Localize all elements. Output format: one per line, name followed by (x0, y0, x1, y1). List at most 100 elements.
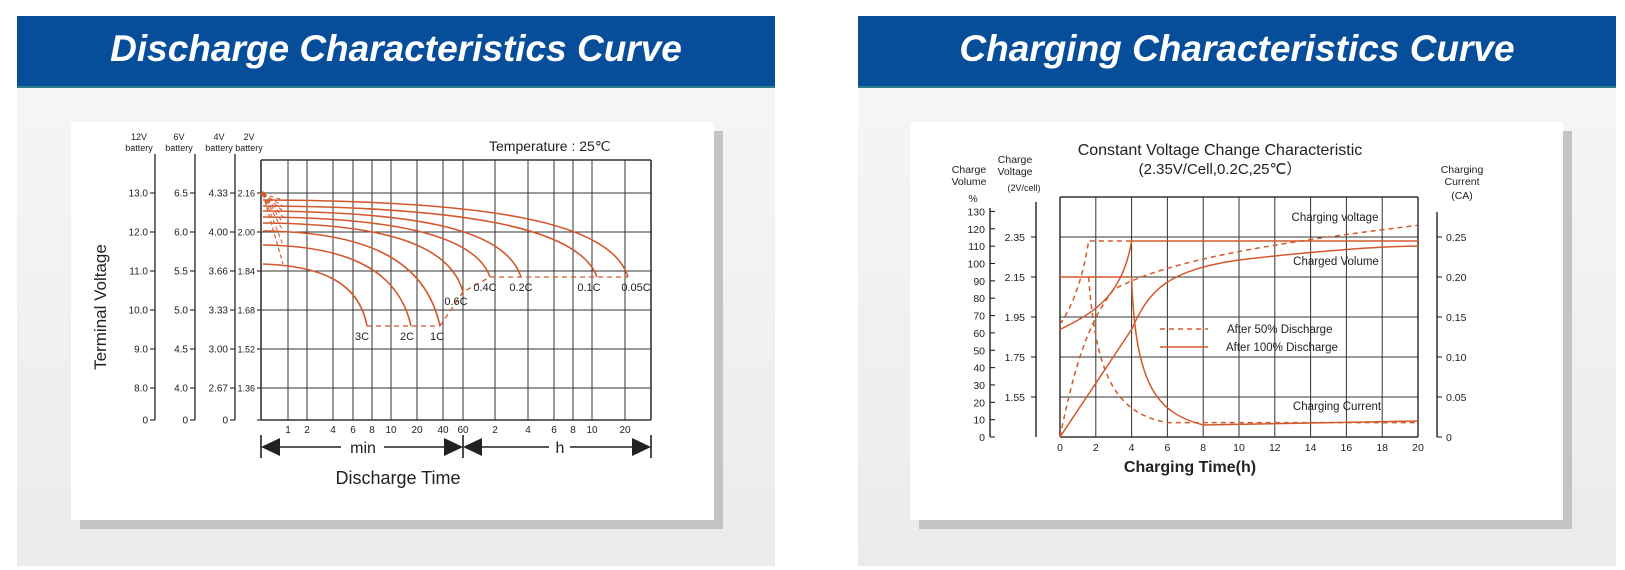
battery-header-bottom: battery (165, 143, 193, 153)
x-tick-h: 8 (570, 425, 576, 436)
left-axis-tick-label: 130 (967, 206, 985, 218)
mid-axis-tick-label: 2.35 (1005, 232, 1026, 244)
battery-tick-label: 2.16 (237, 189, 255, 199)
discharge-rate-label: 0.1C (577, 282, 600, 294)
discharge-start-dash (262, 193, 284, 201)
charging-x-tick: 12 (1269, 442, 1281, 454)
charging-x-tick: 0 (1057, 442, 1063, 454)
right-axis-header: Current (1444, 176, 1479, 188)
discharge-chart-card: 12V battery 13.0 12.0 11.0 10.0 9.0 8.0 0 6V batte… (71, 122, 714, 520)
charging-x-tick: 14 (1305, 442, 1317, 454)
left-axis-tick-label: 50 (973, 345, 985, 357)
left-axis-tick-label: 20 (973, 397, 985, 409)
mid-axis-tick-label: 1.55 (1005, 392, 1026, 404)
charging-x-tick: 8 (1200, 442, 1206, 454)
charging-axes (989, 202, 1442, 438)
right-axis-tick-label: 0.10 (1446, 352, 1467, 364)
discharge-chart: 12Vbattery13.012.011.010.09.08.006Vbatte… (91, 132, 652, 488)
discharge-start-dash (262, 193, 284, 224)
left-axis-header: Volume (951, 176, 986, 188)
x-tick-min: 20 (411, 425, 423, 436)
mid-axis-header: Charge (998, 154, 1033, 166)
arrow-h-left (463, 438, 482, 456)
discharge-curves (260, 191, 629, 327)
right-axis-tick-label: 0.25 (1446, 232, 1467, 244)
left-axis-tick-label: 60 (973, 328, 985, 340)
x-tick-h: 20 (619, 425, 631, 436)
series-label-volume: Charged Volume (1293, 256, 1379, 268)
discharge-start-dash (262, 193, 284, 212)
charging-chart-title-1: Constant Voltage Change Characteristic (1078, 142, 1363, 159)
left-axis-tick-label: 100 (967, 259, 985, 271)
battery-tick-label: 2.67 (209, 384, 229, 395)
x-tick-min: 1 (285, 425, 291, 436)
charging-grid (1059, 196, 1419, 438)
charging-title: Charging Characteristics Curve (959, 28, 1515, 69)
discharge-xlabel: Discharge Time (335, 468, 460, 488)
discharge-start-dash (262, 193, 284, 207)
charging-x-tick: 20 (1412, 442, 1424, 454)
x-tick-min: 4 (330, 425, 336, 436)
charging-chart: Constant Voltage Change Characteristic (2… (951, 142, 1483, 476)
right-axis-header: (CA) (1451, 190, 1473, 202)
arrow-h-right (632, 438, 651, 456)
min-label: min (350, 440, 376, 457)
mid-axis-header: Voltage (997, 166, 1032, 178)
h-label: h (556, 440, 565, 457)
charging-xlabel: Charging Time(h) (1124, 459, 1256, 476)
battery-tick-label: 5.0 (174, 306, 188, 317)
x-tick-min: 2 (304, 425, 310, 436)
discharge-curve-0.2C (262, 210, 522, 278)
discharge-curve-0.4C (262, 216, 491, 278)
charging-chart-title-2: (2.35V/Cell,0.2C,25℃） (1139, 161, 1302, 178)
mid-axis-header: (2V/cell) (1007, 183, 1040, 193)
mid-axis-tick-label: 1.95 (1005, 312, 1026, 324)
mid-axis-tick-label: 1.75 (1005, 352, 1026, 364)
temperature-label: Temperature : 25℃ (489, 138, 611, 154)
battery-tick-label: 1.68 (237, 306, 255, 316)
x-tick-min: 60 (457, 425, 469, 436)
discharge-start-dash (262, 193, 284, 265)
battery-header-bottom: battery (125, 143, 153, 153)
battery-tick-label: 10.0 (129, 306, 149, 317)
discharge-axes (150, 154, 652, 458)
series-label-voltage: Charging voltage (1292, 212, 1379, 224)
charging-x-tick: 4 (1129, 442, 1135, 454)
battery-tick-label: 13.0 (129, 189, 149, 200)
battery-tick-label: 4.00 (209, 228, 229, 239)
discharge-curve-1C (262, 230, 441, 327)
arrow-min-left (261, 438, 280, 456)
battery-header-bottom: battery (235, 143, 263, 153)
x-tick-min: 40 (437, 425, 449, 436)
discharge-rate-label: 2C (400, 331, 414, 343)
right-axis-header: Charging (1441, 164, 1484, 176)
left-axis-header: Charge (952, 164, 987, 176)
charging-x-tick: 18 (1376, 442, 1388, 454)
discharge-curve-0.1C (262, 205, 598, 278)
battery-header-top: 4V (213, 132, 224, 142)
left-axis-tick-label: 90 (973, 276, 985, 288)
discharge-curve-2C (262, 244, 412, 327)
discharge-rate-label: 1C (430, 331, 444, 343)
battery-tick-label: 0 (182, 416, 188, 427)
left-axis-tick-label: 120 (967, 224, 985, 236)
x-tick-h: 10 (586, 425, 598, 436)
charging-x-tick: 2 (1093, 442, 1099, 454)
charging-x-tick: 10 (1233, 442, 1245, 454)
x-tick-h: 2 (492, 425, 498, 436)
charging-current-dashed (1087, 276, 1418, 424)
left-axis-tick-label: 10 (973, 415, 985, 427)
discharge-rate-label: 3C (355, 331, 369, 343)
charged-volume-solid (1059, 245, 1419, 438)
left-axis-tick-label: 30 (973, 380, 985, 392)
discharge-title: Discharge Characteristics Curve (110, 28, 682, 69)
battery-header-top: 6V (173, 132, 184, 142)
right-axis-tick-label: 0.05 (1446, 392, 1467, 404)
left-axis-tick-label: 70 (973, 311, 985, 323)
battery-tick-label: 1.84 (237, 267, 255, 277)
charging-labels: Constant Voltage Change Characteristic (2… (951, 142, 1483, 476)
charging-panel: Charging Characteristics Curve Constant … (858, 16, 1616, 566)
battery-tick-label: 6.5 (174, 189, 188, 200)
discharge-rate-label: 0.6C (444, 296, 467, 308)
battery-tick-label: 4.33 (209, 189, 229, 200)
